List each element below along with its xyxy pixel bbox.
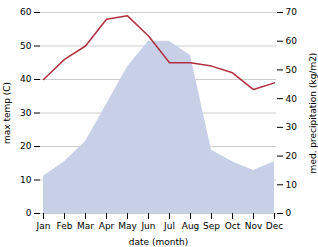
svg-text:Mar: Mar	[77, 221, 94, 231]
svg-text:Jul: Jul	[163, 221, 175, 231]
svg-text:20: 20	[286, 151, 298, 161]
svg-text:Nov: Nov	[245, 221, 263, 231]
svg-text:med. precipitation (kg/m2): med. precipitation (kg/m2)	[308, 53, 318, 174]
svg-text:40: 40	[20, 74, 32, 84]
svg-text:Sep: Sep	[203, 221, 220, 231]
svg-text:max temp (C): max temp (C)	[2, 82, 12, 144]
svg-text:Oct: Oct	[225, 221, 241, 231]
svg-text:Jan: Jan	[36, 221, 51, 231]
svg-text:0: 0	[286, 208, 292, 218]
svg-text:20: 20	[20, 141, 32, 151]
svg-text:Dec: Dec	[266, 221, 283, 231]
svg-text:10: 10	[20, 175, 32, 185]
svg-text:50: 50	[286, 65, 298, 75]
svg-text:Aug: Aug	[182, 221, 200, 231]
svg-text:30: 30	[20, 108, 32, 118]
svg-text:Feb: Feb	[57, 221, 73, 231]
svg-text:70: 70	[286, 7, 298, 17]
svg-text:date (month): date (month)	[129, 237, 188, 247]
svg-text:30: 30	[286, 122, 298, 132]
svg-text:10: 10	[286, 180, 298, 190]
svg-text:Jun: Jun	[140, 221, 155, 231]
svg-text:Apr: Apr	[99, 221, 115, 231]
svg-text:60: 60	[286, 36, 298, 46]
svg-text:60: 60	[20, 7, 32, 17]
svg-text:40: 40	[286, 94, 298, 104]
svg-text:50: 50	[20, 41, 32, 51]
svg-text:May: May	[118, 221, 137, 231]
svg-text:0: 0	[26, 208, 32, 218]
